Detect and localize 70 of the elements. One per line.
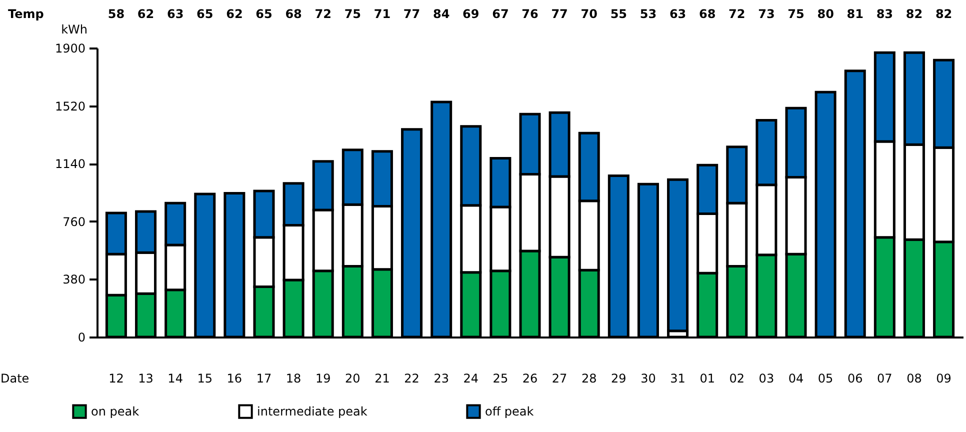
y-tick-label: 380 (62, 272, 86, 287)
x-tick-label: 09 (936, 372, 952, 386)
y-axis-title: kWh (61, 22, 88, 36)
y-tick-label: 0 (78, 330, 86, 344)
text: 81 (846, 7, 864, 21)
text: 82 (906, 7, 923, 21)
text: 77 (551, 7, 568, 21)
text: 58 (108, 7, 125, 21)
x-tick-label: 12 (108, 372, 124, 386)
x-tick-label: 02 (729, 372, 745, 386)
text: 80 (817, 7, 834, 21)
x-tick-label: 15 (197, 372, 213, 386)
legend-label: off peak (485, 404, 534, 419)
x-tick-label: 04 (788, 372, 804, 386)
y-tick-label: 1900 (54, 42, 86, 56)
text: 75 (788, 7, 804, 21)
text: 63 (166, 7, 184, 21)
text: 83 (876, 7, 894, 21)
x-tick-label: 29 (611, 372, 626, 386)
y-tick-label: 760 (62, 214, 86, 229)
text: 65 (256, 7, 272, 21)
x-tick-label: 25 (492, 372, 508, 386)
x-tick-label: 21 (374, 372, 390, 386)
legend-label: on peak (91, 404, 140, 419)
text: 62 (137, 7, 154, 21)
y-tick-label: 1520 (54, 99, 86, 114)
text: 76 (522, 7, 538, 21)
x-tick-label: 17 (256, 372, 272, 386)
x-tick-label: 13 (138, 372, 154, 386)
x-tick-label: 22 (404, 372, 420, 386)
text: 69 (462, 7, 480, 21)
text: 63 (669, 7, 686, 21)
x-tick-label: 27 (552, 372, 568, 386)
x-tick-label: 07 (877, 372, 892, 386)
text: 77 (403, 7, 420, 21)
x-tick-label: 30 (640, 372, 656, 386)
x-tick-label: 28 (581, 372, 597, 386)
text: 73 (758, 7, 775, 21)
x-tick-label: 31 (670, 372, 686, 386)
text: 72 (728, 7, 746, 21)
x-tick-label: 14 (168, 372, 183, 386)
text: 68 (285, 7, 302, 21)
x-tick-label: 08 (906, 372, 922, 386)
text: 62 (226, 7, 243, 21)
x-axis-title: Date (0, 372, 30, 386)
x-tick-label: 18 (286, 372, 302, 386)
x-tick-label: 19 (315, 372, 331, 386)
text: 53 (640, 7, 657, 21)
x-tick-label: 20 (345, 372, 360, 386)
text: 67 (492, 7, 509, 21)
x-tick-label: 06 (847, 372, 863, 386)
text: 82 (935, 7, 952, 21)
text: 55 (610, 7, 628, 21)
text: 84 (432, 7, 450, 21)
text: Temp (8, 7, 44, 21)
x-tick-label: 26 (522, 372, 538, 386)
x-tick-label: 03 (758, 372, 774, 386)
text: 71 (374, 7, 391, 21)
legend-label: intermediate peak (257, 404, 368, 419)
x-tick-label: 24 (463, 372, 479, 386)
text: 75 (344, 7, 362, 21)
x-tick-label: 05 (818, 372, 834, 386)
text: 70 (580, 7, 598, 21)
x-tick-label: 01 (700, 372, 715, 386)
text: 65 (196, 7, 214, 21)
text: 72 (314, 7, 332, 21)
x-tick-label: 16 (226, 372, 242, 386)
text: 68 (698, 7, 716, 21)
y-tick-label: 1140 (54, 157, 86, 172)
x-tick-label: 23 (434, 372, 449, 386)
